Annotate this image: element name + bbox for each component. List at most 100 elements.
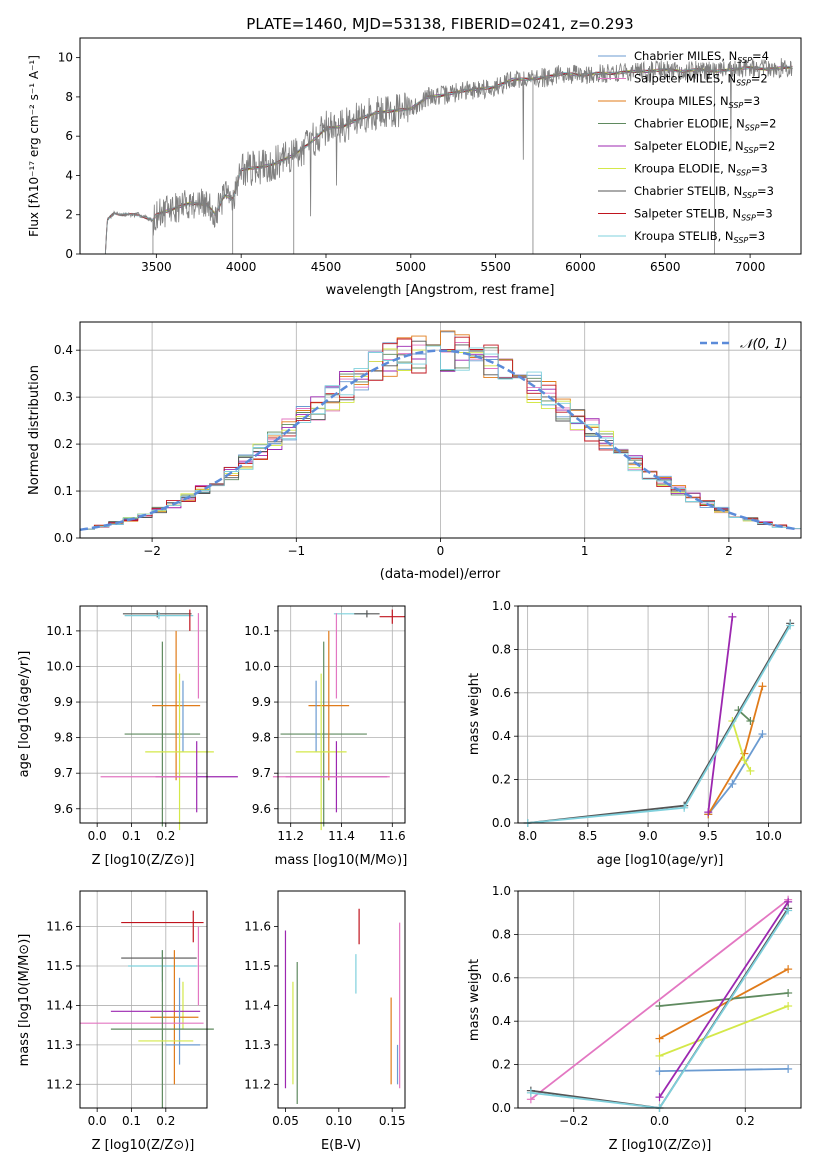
- spectrum-xlabel: wavelength [Angstrom, rest frame]: [326, 283, 555, 298]
- mass-vs-ebv-ytick-label: 11.6: [244, 920, 271, 934]
- age-vs-Z-xtick-label: 0.2: [156, 829, 175, 843]
- mass-vs-Z-ytick-label: 11.6: [46, 920, 73, 934]
- weight-vs-Z-xtick-label: 0.0: [650, 1114, 669, 1128]
- figure-title: PLATE=1460, MJD=53138, FIBERID=0241, z=0…: [246, 15, 633, 33]
- spectrum-xtick-label: 3500: [141, 260, 172, 274]
- weight-vs-Z-ytick-label: 0.2: [492, 1058, 511, 1072]
- weight-vs-Z-ytick-label: 0.6: [492, 971, 511, 985]
- age-vs-Z-ytick-label: 10.0: [46, 659, 73, 673]
- weight-vs-Z-xlabel: Z [log10(Z/Z⊙)]: [609, 1138, 712, 1153]
- spectrum-xtick-label: 7000: [735, 260, 766, 274]
- mass-vs-Z-ytick-label: 11.5: [46, 959, 73, 973]
- mass-vs-ebv-ytick-label: 11.4: [244, 998, 271, 1012]
- spectrum-ytick-label: 6: [65, 129, 73, 143]
- mass-vs-Z-xtick-label: 0.2: [156, 1114, 175, 1128]
- age-vs-mass-xtick-label: 11.4: [328, 829, 355, 843]
- spectrum-xtick-label: 6000: [565, 260, 596, 274]
- spectrum-ytick-label: 8: [65, 90, 73, 104]
- spectrum-frame: [79, 37, 802, 255]
- residuals-xtick-label: 0: [437, 544, 445, 558]
- age-vs-mass-xtick-label: 11.2: [277, 829, 304, 843]
- spectrum-axes: 3500 4000 4500 5000 5500 6000 6500 7000 0 2 4 6 8 10: [58, 51, 766, 274]
- weight-series-line: [659, 968, 789, 1040]
- mass-vs-Z-ytick-label: 11.2: [46, 1077, 73, 1091]
- mass-vs-ebv-panel: 0.05 0.10 0.15 11.2 11.3 11.4 11.5 11.6 E(B-V): [244, 890, 406, 1153]
- weight-vs-age-frame: [517, 605, 802, 824]
- weight-vs-Z-ylabel: mass weight: [467, 959, 482, 1041]
- weight-vs-age-xtick-label: 9.0: [639, 829, 658, 843]
- mass-vs-ebv-axes: 0.05 0.10 0.15 11.2 11.3 11.4 11.5 11.6: [244, 920, 405, 1128]
- mass-vs-ebv-xtick-label: 0.10: [325, 1114, 352, 1128]
- weight-vs-age-ylabel: mass weight: [467, 673, 482, 755]
- weight-vs-age-xlabel: age [log10(age/yr)]: [597, 853, 724, 868]
- residuals-ylabel: Normed distribution: [27, 365, 42, 495]
- weight-vs-Z-panel: −0.2 0.0 0.2 0.0 0.2 0.4 0.6 0.8 1.0 Z [log10(Z/…: [467, 884, 802, 1153]
- spectrum-ytick-label: 0: [65, 247, 73, 261]
- weight-vs-age-xtick-label: 10.0: [755, 829, 782, 843]
- weight-vs-Z-ytick-label: 0.0: [492, 1101, 511, 1115]
- age-vs-Z-xlabel: Z [log10(Z/Z⊙)]: [92, 853, 195, 868]
- weight-series-line: [707, 616, 734, 813]
- weight-vs-age-ytick-label: 0.4: [492, 729, 511, 743]
- mass-vs-ebv-ytick-label: 11.2: [244, 1077, 271, 1091]
- spectrum-xtick-label: 5500: [480, 260, 511, 274]
- residuals-axes: −2 −1 0 1 2 0.0 0.1 0.2 0.3 0.4: [54, 322, 801, 558]
- normal-curve: [79, 349, 799, 532]
- weight-vs-age-axes: 8.0 8.5 9.0 9.5 10.0 0.0 0.2 0.4 0.6 0.8 1.0: [492, 599, 801, 843]
- residuals-xtick-label: 1: [581, 544, 589, 558]
- age-vs-mass-frame: [277, 605, 406, 824]
- weight-series-line: [731, 720, 752, 772]
- spectrum-xtick-label: 6500: [650, 260, 681, 274]
- residuals-xlabel: (data-model)/error: [380, 567, 501, 582]
- mass-vs-Z-xtick-label: 0.1: [122, 1114, 141, 1128]
- normal-curve-legend-label: 𝒩(0, 1): [740, 337, 787, 352]
- mass-vs-ebv-ytick-label: 11.5: [244, 959, 271, 973]
- spectrum-panel: 3500 4000 4500 5000 5500 6000 6500 70000246810 …: [27, 37, 802, 298]
- age-vs-Z-panel: 0.0 0.1 0.2 9.6 9.7 9.8 9.9 10.0 10.1 Z [log10(Z…: [17, 605, 238, 868]
- legend-label: Chabrier STELIB, NSSP=3: [634, 184, 774, 200]
- weight-series-line: [659, 1005, 789, 1057]
- weight-vs-Z-ytick-label: 0.4: [492, 1014, 511, 1028]
- residuals-ytick-label: 0.1: [54, 484, 73, 498]
- age-vs-mass-panel: 11.2 11.4 11.6 9.6 9.7 9.8 9.9 10.0 10.1 mass [l…: [244, 605, 407, 868]
- age-vs-Z-frame: [79, 605, 208, 824]
- weight-vs-Z-xtick-label: −0.2: [559, 1114, 588, 1128]
- spectrum-ytick-label: 10: [58, 51, 73, 65]
- spectrum-legend: Chabrier MILES, NSSP=4 Salpeter MILES, NS…: [598, 49, 776, 245]
- age-vs-Z-ytick-label: 9.9: [54, 695, 73, 709]
- weight-vs-age-ytick-label: 0.0: [492, 816, 511, 830]
- residuals-ytick-label: 0.0: [54, 531, 73, 545]
- age-vs-Z-xtick-label: 0.1: [122, 829, 141, 843]
- weight-vs-age-ytick-label: 0.2: [492, 773, 511, 787]
- legend-label: Salpeter ELODIE, NSSP=2: [634, 139, 775, 155]
- legend-label: Kroupa ELODIE, NSSP=3: [634, 162, 768, 178]
- mass-vs-Z-xtick-label: 0.0: [88, 1114, 107, 1128]
- mass-vs-Z-panel: 0.0 0.1 0.2 11.2 11.3 11.4 11.5 11.6 Z [log10(Z…: [17, 890, 214, 1153]
- weight-vs-age-ytick-label: 0.6: [492, 686, 511, 700]
- weight-vs-age-panel: 8.0 8.5 9.0 9.5 10.0 0.0 0.2 0.4 0.6 0.8 1.0 age […: [467, 599, 802, 868]
- residuals-ytick-label: 0.3: [54, 390, 73, 404]
- weight-vs-Z-frame: [517, 890, 802, 1109]
- weight-series-line: [530, 898, 789, 1101]
- age-vs-Z-xtick-label: 0.0: [88, 829, 107, 843]
- weight-series-line: [658, 901, 789, 1098]
- weight-vs-Z-ytick-label: 1.0: [492, 884, 511, 898]
- weight-vs-age-ytick-label: 1.0: [492, 599, 511, 613]
- weight-vs-Z-axes: −0.2 0.0 0.2 0.0 0.2 0.4 0.6 0.8 1.0: [492, 884, 801, 1128]
- age-vs-Z-ytick-label: 9.6: [54, 802, 73, 816]
- residuals-frame: [79, 321, 802, 539]
- age-vs-Z-ytick-label: 9.8: [54, 731, 73, 745]
- legend-label: Kroupa MILES, NSSP=3: [634, 94, 760, 110]
- age-vs-mass-ytick-label: 9.8: [252, 731, 271, 745]
- legend-label: Salpeter MILES, NSSP=2: [634, 72, 768, 88]
- age-vs-mass-xtick-label: 11.6: [379, 829, 406, 843]
- legend-label: Salpeter STELIB, NSSP=3: [634, 207, 773, 223]
- age-vs-Z-ytick-label: 10.1: [46, 624, 73, 638]
- mass-vs-Z-ylabel: mass [log10(M/M⊙)]: [17, 934, 32, 1067]
- weight-vs-age-xtick-label: 9.5: [699, 829, 718, 843]
- spectrum-ytick-label: 2: [65, 208, 73, 222]
- age-vs-Z-ylabel: age [log10(age/yr)]: [17, 651, 32, 778]
- data-spectrum-line: [105, 58, 793, 255]
- age-vs-mass-ytick-label: 9.6: [252, 802, 271, 816]
